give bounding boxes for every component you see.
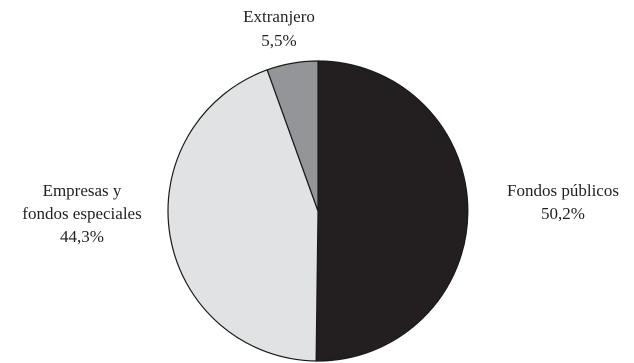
slice-value-empresas: 44,3%: [60, 227, 104, 246]
label-empresas: Empresas y fondos especiales 44,3%: [22, 181, 141, 246]
slice-label-fondos-publicos: Fondos públicos: [507, 181, 619, 200]
label-extranjero: Extranjero 5,5%: [243, 7, 315, 50]
pie-slice-fondos-publicos: [315, 60, 469, 362]
pie-slice-extranjero: [266, 60, 319, 212]
slice-value-fondos-publicos: 50,2%: [541, 204, 585, 223]
pie-slice-empresas: [167, 69, 319, 362]
label-fondos-publicos: Fondos públicos 50,2%: [507, 181, 619, 223]
slice-label-empresas-line1: Empresas y: [43, 181, 122, 200]
slice-label-empresas-line2: fondos especiales: [22, 204, 141, 223]
slice-label-extranjero: Extranjero: [243, 7, 315, 26]
pie-slices: [167, 60, 469, 362]
slice-value-extranjero: 5,5%: [261, 31, 296, 50]
